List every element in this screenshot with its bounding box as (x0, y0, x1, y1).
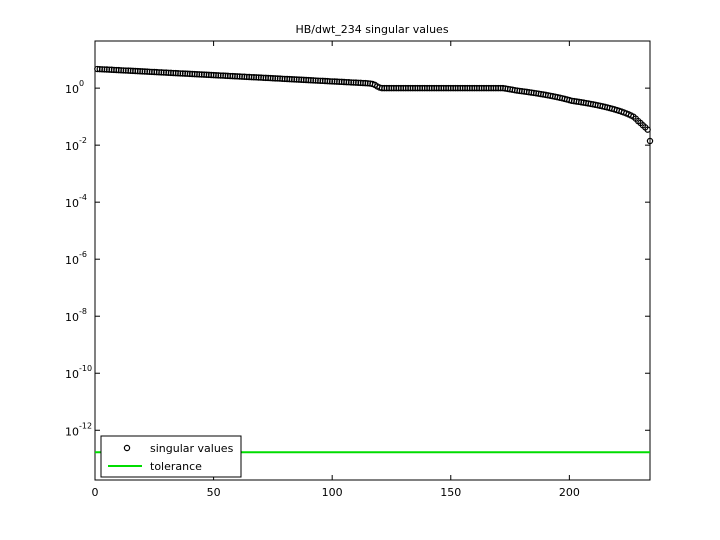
y-tick-exponent: 0 (79, 79, 84, 88)
x-tick-label: 150 (440, 486, 461, 499)
y-tick-base: 10 (65, 83, 79, 96)
y-tick-label: 10-4 (65, 193, 87, 210)
y-tick-label: 10-12 (65, 421, 92, 438)
y-tick-label: 10-6 (65, 250, 87, 267)
y-tick-base: 10 (65, 254, 79, 267)
y-tick-base: 10 (65, 368, 79, 381)
y-tick-base: 10 (65, 197, 79, 210)
x-tick-label: 0 (92, 486, 99, 499)
x-tick-label: 200 (559, 486, 580, 499)
y-tick-exponent: -8 (79, 307, 87, 316)
y-tick-exponent: -2 (79, 136, 87, 145)
y-tick-exponent: -4 (79, 193, 87, 202)
data-point (644, 126, 651, 133)
legend-box (100, 435, 242, 478)
y-tick-exponent: -6 (79, 250, 87, 259)
y-tick-base: 10 (65, 425, 79, 438)
y-tick-label: 10-10 (65, 364, 92, 381)
chart-title: HB/dwt_234 singular values (295, 23, 448, 36)
y-tick-exponent: -10 (79, 364, 92, 373)
y-tick-exponent: -12 (79, 421, 92, 430)
y-tick-label: 100 (65, 79, 84, 96)
y-tick-base: 10 (65, 140, 79, 153)
y-tick-label: 10-2 (65, 136, 87, 153)
y-tick-label: 10-8 (65, 307, 87, 324)
legend-label: tolerance (150, 460, 202, 473)
x-tick-label: 100 (322, 486, 343, 499)
x-tick-label: 50 (207, 486, 221, 499)
legend-label: singular values (150, 442, 234, 455)
plot-frame (94, 40, 651, 481)
legend-marker (123, 444, 131, 452)
data-point (646, 137, 654, 145)
y-tick-base: 10 (65, 311, 79, 324)
